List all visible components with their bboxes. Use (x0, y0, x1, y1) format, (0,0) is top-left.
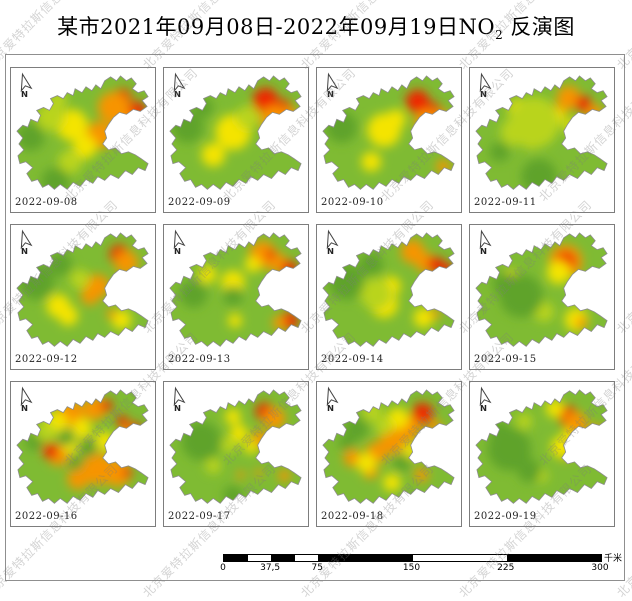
scalebar-segment (224, 555, 248, 561)
svg-text:N: N (480, 403, 487, 412)
north-arrow-icon: N (326, 386, 339, 412)
svg-text:N: N (21, 89, 28, 98)
no2-raster-map (322, 75, 455, 190)
map-panel: N 2022-09-14 (316, 224, 462, 370)
panel-date-label: 2022-09-18 (321, 511, 384, 522)
map-panel: N 2022-09-10 (316, 67, 462, 213)
page-title: 某市2021年09月08日-2022年09月19日NO2 反演图 (0, 11, 632, 42)
scalebar-tick-label: 0 (220, 563, 226, 573)
map-panel: N 2022-09-09 (163, 67, 309, 213)
no2-raster-map (16, 389, 149, 504)
scalebar-tick-label: 225 (497, 563, 515, 573)
no2-raster-map (16, 232, 149, 347)
no2-raster-map (475, 75, 608, 190)
map-panel: N 2022-09-16 (10, 381, 156, 527)
map-panel: N 2022-09-15 (469, 224, 615, 370)
scalebar-segment (412, 555, 507, 561)
no2-raster-map (169, 232, 302, 347)
no2-raster-map (322, 389, 455, 504)
svg-text:N: N (174, 246, 181, 255)
map-panel: N 2022-09-11 (469, 67, 615, 213)
map-panel: N 2022-09-12 (10, 224, 156, 370)
no2-raster-map (169, 75, 302, 190)
north-arrow-icon: N (326, 72, 339, 98)
scalebar-segment (247, 555, 272, 561)
svg-text:N: N (480, 246, 487, 255)
map-panel: N 2022-09-19 (469, 381, 615, 527)
panel-date-label: 2022-09-19 (474, 511, 537, 522)
panel-date-label: 2022-09-09 (168, 197, 231, 208)
scalebar-segment (318, 555, 413, 561)
no2-raster-map (322, 232, 455, 347)
panel-date-label: 2022-09-16 (15, 511, 78, 522)
panel-date-label: 2022-09-11 (474, 197, 537, 208)
map-frame: N 2022-09-08 N 2022-09-09 N 2022-09-10 N 2022-0… (5, 54, 625, 581)
svg-text:N: N (327, 403, 334, 412)
north-arrow-icon: N (479, 386, 492, 412)
scalebar-tick-label: 37,5 (260, 563, 281, 573)
title-subscript: 2 (495, 28, 504, 43)
north-arrow-icon: N (173, 72, 186, 98)
panel-date-label: 2022-09-14 (321, 354, 384, 365)
north-arrow-icon: N (479, 72, 492, 98)
no2-raster-map (16, 75, 149, 190)
svg-text:N: N (327, 246, 334, 255)
north-arrow-icon: N (326, 229, 339, 255)
svg-text:N: N (21, 403, 28, 412)
north-arrow-icon: N (173, 229, 186, 255)
scalebar-segment (294, 555, 319, 561)
north-arrow-icon: N (20, 386, 33, 412)
title-suffix: 反演图 (503, 15, 575, 39)
panel-date-label: 2022-09-13 (168, 354, 231, 365)
north-arrow-icon: N (479, 229, 492, 255)
panel-date-label: 2022-09-12 (15, 354, 78, 365)
scalebar-tick-label: 300 (591, 563, 609, 573)
map-panel: N 2022-09-18 (316, 381, 462, 527)
title-text: 某市2021年09月08日-2022年09月19日NO (57, 15, 496, 39)
scalebar-segment (506, 555, 601, 561)
svg-text:N: N (174, 403, 181, 412)
scalebar-tick-label: 150 (402, 563, 421, 573)
no2-raster-map (475, 389, 608, 504)
panel-date-label: 2022-09-15 (474, 354, 537, 365)
map-panel: N 2022-09-13 (163, 224, 309, 370)
svg-text:N: N (21, 246, 28, 255)
scale-bar (223, 554, 602, 562)
svg-text:N: N (174, 89, 181, 98)
map-panel: N 2022-09-08 (10, 67, 156, 213)
scalebar-tick-label: 75 (311, 563, 323, 573)
scalebar-segment (271, 555, 295, 561)
panel-date-label: 2022-09-10 (321, 197, 384, 208)
north-arrow-icon: N (173, 386, 186, 412)
north-arrow-icon: N (20, 229, 33, 255)
scalebar-unit-label: 千米 (604, 554, 623, 564)
panel-date-label: 2022-09-17 (168, 511, 231, 522)
no2-raster-map (475, 232, 608, 347)
panel-date-label: 2022-09-08 (15, 197, 78, 208)
map-panel: N 2022-09-17 (163, 381, 309, 527)
svg-text:N: N (327, 89, 334, 98)
svg-text:N: N (480, 89, 487, 98)
north-arrow-icon: N (20, 72, 33, 98)
no2-raster-map (169, 389, 302, 504)
